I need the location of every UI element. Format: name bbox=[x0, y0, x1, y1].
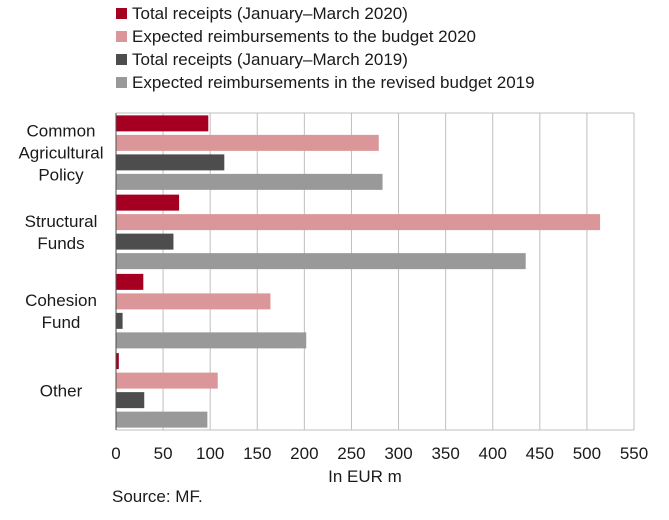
x-tick-label: 400 bbox=[479, 444, 507, 463]
bar bbox=[116, 372, 218, 389]
bar bbox=[116, 214, 601, 231]
category-labels: Common Agricultural Policy Structural Funds C… bbox=[18, 122, 103, 401]
x-tick-label: 0 bbox=[111, 444, 120, 463]
category-label: Other bbox=[40, 381, 83, 400]
category-label: Cohesion Fund bbox=[25, 291, 97, 332]
bar bbox=[116, 173, 383, 190]
legend-swatch bbox=[116, 54, 127, 65]
category-label-line: Fund bbox=[42, 313, 81, 332]
bar bbox=[116, 392, 145, 409]
bar bbox=[116, 332, 307, 349]
category-label-line: Structural bbox=[25, 212, 98, 231]
legend-item: Total receipts (January–March 2019) bbox=[116, 48, 535, 71]
gridlines bbox=[116, 112, 635, 431]
bar bbox=[116, 353, 119, 370]
x-tick-label: 350 bbox=[431, 444, 459, 463]
x-tick-label: 550 bbox=[620, 444, 648, 463]
x-tick-label: 250 bbox=[337, 444, 365, 463]
bar bbox=[116, 253, 526, 270]
legend-swatch bbox=[116, 77, 127, 88]
bar bbox=[116, 194, 180, 211]
category-label-line: Policy bbox=[38, 166, 84, 185]
legend-item: Expected reimbursements in the revised b… bbox=[116, 71, 535, 94]
category-label-line: Funds bbox=[37, 234, 84, 253]
bars bbox=[116, 115, 601, 428]
bar bbox=[116, 312, 123, 329]
bar bbox=[116, 154, 225, 171]
x-tick-label: 450 bbox=[526, 444, 554, 463]
legend-label: Expected reimbursements in the revised b… bbox=[132, 72, 535, 92]
category-label: Structural Funds bbox=[25, 212, 98, 253]
legend-label: Expected reimbursements to the budget 20… bbox=[132, 26, 476, 46]
bar bbox=[116, 273, 144, 290]
legend-item: Expected reimbursements to the budget 20… bbox=[116, 25, 535, 48]
x-tick-label: 500 bbox=[573, 444, 601, 463]
bar bbox=[116, 115, 209, 132]
x-tick-label: 300 bbox=[384, 444, 412, 463]
legend-swatch bbox=[116, 8, 127, 19]
legend-label: Total receipts (January–March 2020) bbox=[132, 3, 408, 23]
category-label-line: Common bbox=[27, 122, 96, 141]
bar bbox=[116, 293, 271, 310]
bar bbox=[116, 411, 208, 428]
x-tick-label: 150 bbox=[243, 444, 271, 463]
legend-swatch bbox=[116, 31, 127, 42]
bar bbox=[116, 134, 379, 151]
category-label-line: Other bbox=[40, 381, 83, 400]
x-axis-title: In EUR m bbox=[328, 467, 402, 486]
bar bbox=[116, 233, 174, 250]
chart-legend: Total receipts (January–March 2020) Expec… bbox=[116, 2, 535, 94]
x-tick-label: 200 bbox=[290, 444, 318, 463]
source-note: Source: MF. bbox=[112, 487, 203, 506]
category-label-line: Cohesion bbox=[25, 291, 97, 310]
category-label-line: Agricultural bbox=[18, 144, 103, 163]
category-label: Common Agricultural Policy bbox=[18, 122, 103, 185]
axes: 0 50 100 150 200 250 300 350 400 450 500 550 bbox=[111, 113, 648, 463]
legend-item: Total receipts (January–March 2020) bbox=[116, 2, 535, 25]
x-tick-label: 100 bbox=[196, 444, 224, 463]
x-tick-label: 50 bbox=[154, 444, 173, 463]
legend-label: Total receipts (January–March 2019) bbox=[132, 49, 408, 69]
